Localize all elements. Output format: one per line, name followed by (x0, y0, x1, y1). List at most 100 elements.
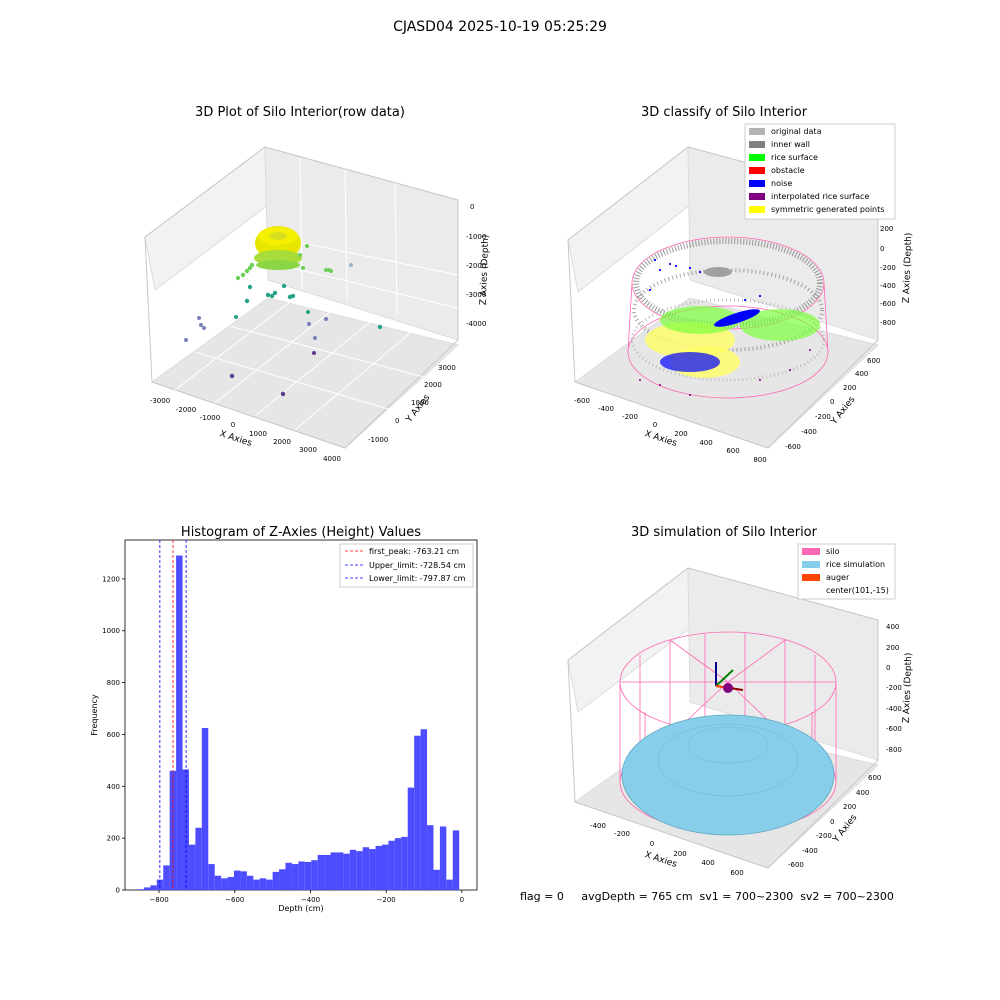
legend-swatch-noise (749, 180, 765, 187)
simulation-zlabel: Z Axies (Depth) (902, 653, 914, 724)
z-tick-label: -2000 (466, 262, 486, 270)
z-tick-label: -400 (880, 282, 896, 290)
y-tick-label: -600 (788, 861, 804, 869)
z-tick-label: 0 (886, 664, 890, 672)
histogram-bar (375, 845, 382, 890)
legend-swatch-interp (749, 193, 765, 200)
legend-interp-label: interpolated rice surface (771, 192, 869, 201)
histogram-reference-lines (159, 540, 187, 890)
z-tick-label: 0 (880, 245, 884, 253)
legend-center-label: center(101,-15) (826, 586, 889, 595)
legend-original-label: original data (771, 127, 822, 136)
histogram-bar (176, 555, 183, 890)
simulation-x-ticks: -400 -200 0 200 400 600 (590, 822, 744, 877)
raw-scatter-points (184, 226, 383, 397)
legend-upper-limit-label: Upper_limit: -728.54 cm (369, 561, 466, 570)
histogram-bar (221, 878, 228, 890)
histogram-bar (304, 862, 312, 890)
z-tick-label: -800 (886, 746, 902, 754)
simulation-z-ticks: 400 200 0 -200 -400 -600 -800 (886, 623, 902, 754)
histogram-bar (401, 836, 408, 890)
classify-zlabel: Z Axies (Depth) (902, 233, 914, 304)
legend-swatch-original (749, 128, 765, 135)
y-tick-label: 400 (855, 370, 868, 378)
histogram-bar (150, 885, 157, 890)
x-tick-label: 200 (673, 850, 686, 858)
x-tick-label: -400 (590, 822, 606, 830)
legend-silo-label: silo (826, 547, 840, 556)
z-tick-label: -1000 (466, 233, 486, 241)
figure-suptitle: CJASD04 2025-10-19 05:25:29 (393, 19, 607, 35)
histogram-bar (156, 879, 164, 890)
y-tick-label: 1000 (102, 627, 120, 635)
histogram-bar (407, 787, 415, 890)
y-tick-label: -600 (785, 443, 801, 451)
y-tick-label: -1000 (368, 436, 388, 444)
z-tick-label: -600 (886, 725, 902, 733)
histogram-bar (336, 852, 344, 890)
classify-xlabel: X Axies (643, 429, 678, 449)
histogram-bar (452, 830, 460, 890)
z-tick-label: 200 (886, 644, 899, 652)
histogram-bar (163, 865, 170, 890)
raw-scatter-panel: 3D Plot of Silo Interior(row data) (144, 105, 491, 463)
histogram-bar (143, 887, 151, 890)
z-tick-label: -200 (886, 684, 902, 692)
y-tick-label: 200 (107, 835, 120, 843)
legend-first-peak-label: first_peak: -763.21 cm (369, 547, 459, 556)
histogram-y-ticks: 0 200 400 600 800 1000 1200 (102, 575, 125, 895)
histogram-bar (182, 769, 189, 890)
histogram-bar (214, 875, 222, 890)
histogram-bar (343, 853, 350, 890)
y-tick-label: 600 (868, 774, 881, 782)
histogram-bar (324, 855, 331, 890)
raw-scatter-axes-box (144, 146, 460, 449)
classify-legend: original data inner wall rice surface ob… (744, 123, 896, 220)
y-tick-label: -200 (816, 832, 832, 840)
y-tick-label: 400 (856, 789, 869, 797)
status-footer: flag = 0 avgDepth = 765 cm sv1 = 700~230… (520, 890, 894, 903)
x-tick-label: -400 (598, 405, 614, 413)
x-tick-label: 2000 (273, 438, 291, 446)
raw-scatter-x-ticks: -3000 -2000 -1000 0 1000 2000 3000 4000 (150, 397, 341, 463)
classify-x-ticks: -600 -400 -200 0 200 400 600 800 (574, 397, 767, 464)
y-tick-label: 600 (867, 357, 880, 365)
z-tick-label: -3000 (466, 291, 486, 299)
histogram-title: Histogram of Z-Axies (Height) Values (181, 525, 421, 540)
histogram-bar (330, 852, 337, 890)
histogram-bar (381, 844, 389, 890)
histogram-bar (285, 862, 292, 890)
raw-scatter-title: 3D Plot of Silo Interior(row data) (195, 105, 405, 120)
histogram-panel: Histogram of Z-Axies (Height) Values −80… (90, 525, 478, 913)
y-tick-label: 200 (843, 803, 856, 811)
legend-swatch-symmetric (749, 206, 765, 213)
simulation-legend: silo rice simulation auger center(101,-1… (797, 543, 896, 600)
x-tick-label: 400 (701, 859, 714, 867)
legend-rice-label: rice simulation (826, 560, 885, 569)
y-tick-label: 2000 (424, 381, 442, 389)
histogram-legend: first_peak: -763.21 cm Upper_limit: -728… (339, 543, 474, 588)
x-tick-label: 4000 (323, 455, 341, 463)
x-tick-label: -2000 (176, 406, 196, 414)
histogram-bar (272, 871, 280, 890)
histogram-bar (317, 855, 325, 890)
histogram-bar (427, 825, 434, 890)
x-tick-label: -200 (622, 413, 638, 421)
x-tick-label: 0 (650, 840, 654, 848)
simulation-center-marker (723, 683, 733, 693)
histogram-xlabel: Depth (cm) (278, 904, 323, 913)
histogram-bar (414, 735, 421, 890)
simulation-panel: 3D simulation of Silo Interior (567, 525, 914, 877)
histogram-bar (259, 878, 267, 890)
x-tick-label: -1000 (200, 414, 220, 422)
y-tick-label: 0 (830, 398, 834, 406)
classify-points (627, 236, 829, 399)
x-tick-label: −600 (225, 896, 244, 904)
histogram-bar (356, 851, 363, 890)
histogram-bar (246, 875, 254, 890)
x-tick-label: 0 (231, 421, 235, 429)
z-tick-label: 0 (470, 203, 474, 211)
y-tick-label: 200 (843, 384, 856, 392)
legend-symmetric-label: symmetric generated points (771, 205, 884, 214)
